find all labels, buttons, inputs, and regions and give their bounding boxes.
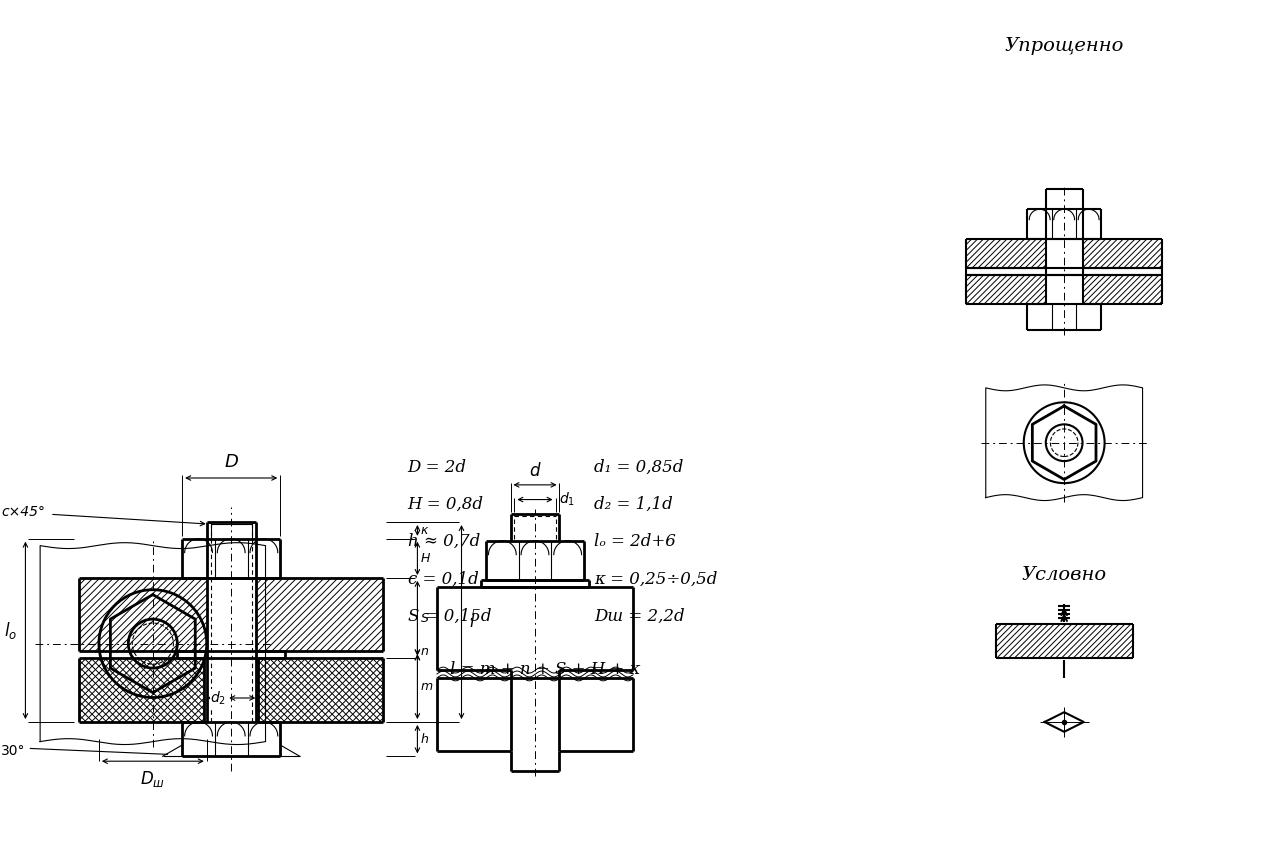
Text: Упрощенно: Упрощенно <box>1004 37 1123 55</box>
Text: d₂ = 1,1d: d₂ = 1,1d <box>593 496 672 513</box>
Text: d₁ = 0,85d: d₁ = 0,85d <box>593 459 683 475</box>
Text: h ≈ 0,7d: h ≈ 0,7d <box>407 533 479 550</box>
Text: $S$: $S$ <box>421 612 430 625</box>
Text: $d$: $d$ <box>529 462 541 480</box>
Text: H = 0,8d: H = 0,8d <box>407 496 483 513</box>
Text: $D_ш$: $D_ш$ <box>141 769 165 789</box>
Text: $m$: $m$ <box>421 680 434 693</box>
Text: c = 0,1d: c = 0,1d <box>407 571 478 588</box>
Text: $H$: $H$ <box>421 552 431 565</box>
Text: $d_2$: $d_2$ <box>210 689 226 707</box>
Text: $l_o$: $l_o$ <box>4 619 18 641</box>
Text: $n$: $n$ <box>421 645 430 658</box>
Text: Условно: Условно <box>1022 566 1107 584</box>
Text: lₒ = 2d+6: lₒ = 2d+6 <box>593 533 676 550</box>
Text: S = 0,15d: S = 0,15d <box>407 607 491 625</box>
Text: 30°: 30° <box>1 745 25 758</box>
Text: l = m + n + S + H + κ: l = m + n + S + H + κ <box>450 662 640 678</box>
Text: $l$: $l$ <box>469 613 476 631</box>
Text: Dш = 2,2d: Dш = 2,2d <box>593 607 685 625</box>
Text: c×45°: c×45° <box>1 505 46 519</box>
Text: $\kappa$: $\kappa$ <box>421 524 430 537</box>
Text: D: D <box>224 453 238 471</box>
Text: D = 2d: D = 2d <box>407 459 467 475</box>
Text: $h$: $h$ <box>421 732 430 746</box>
Text: κ = 0,25÷0,5d: κ = 0,25÷0,5d <box>593 571 718 588</box>
Text: $d_1$: $d_1$ <box>558 491 574 508</box>
